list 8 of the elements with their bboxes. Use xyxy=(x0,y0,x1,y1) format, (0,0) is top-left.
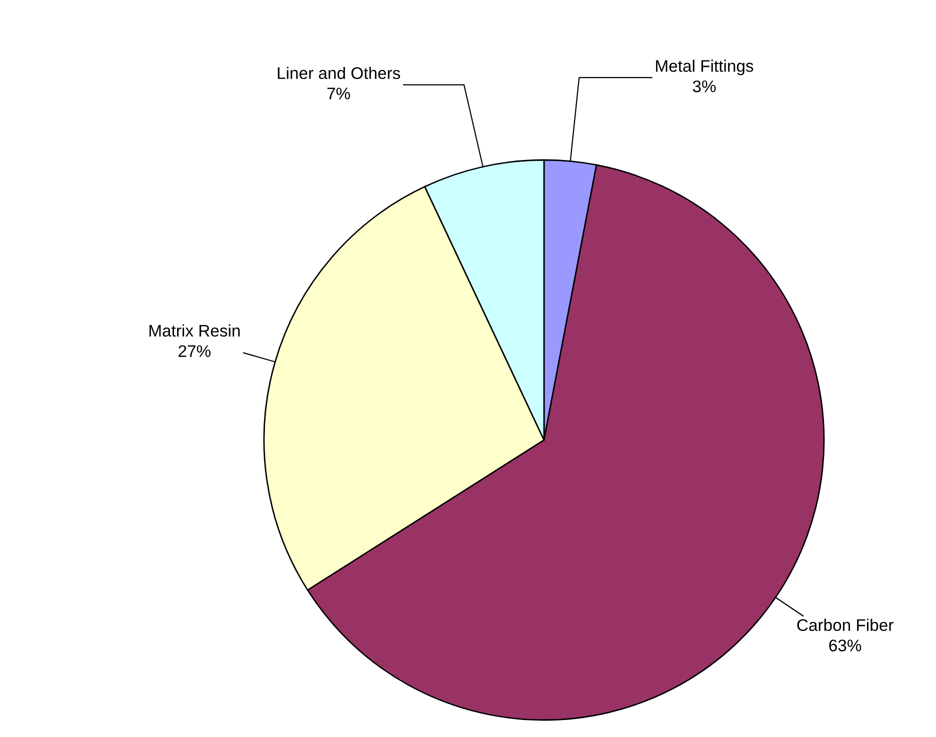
slice-label: Metal Fittings xyxy=(656,60,754,76)
slice-label: Matrix Resin xyxy=(150,324,240,337)
data-label: 3% xyxy=(692,80,716,92)
slice-label: Carbon Fiber xyxy=(797,618,894,632)
slice-label: Liner and Others xyxy=(278,66,400,80)
data-label: 63% xyxy=(829,640,862,652)
data-label: 27% xyxy=(178,345,211,357)
data-label: 7% xyxy=(327,88,350,100)
